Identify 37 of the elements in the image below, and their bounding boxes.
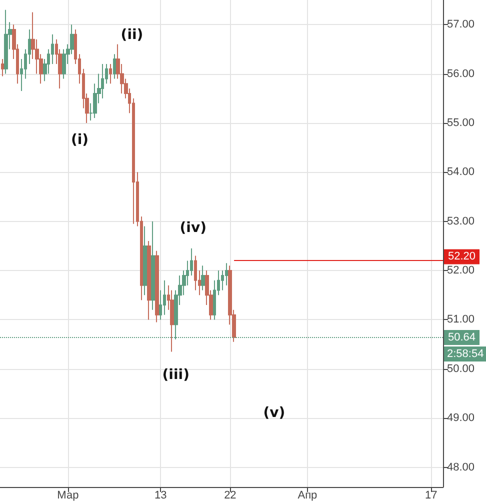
candlestick: [151, 220, 155, 310]
y-tick-label: 55.00: [447, 116, 475, 129]
ref-line-label: 50.64: [448, 331, 476, 344]
x-tick-label: 13: [154, 490, 167, 502]
candlestick: [170, 290, 174, 352]
annotation: (iii): [162, 366, 190, 383]
x-tick-label: Мар: [57, 490, 79, 502]
y-tick-label: 56.00: [447, 68, 475, 80]
annotation: (iv): [180, 220, 207, 236]
y-tick-label: 49.00: [447, 412, 475, 424]
y-tick-label: 50.00: [447, 362, 475, 375]
candlestick: [1, 58, 4, 77]
y-tick-label: 53.00: [447, 215, 475, 228]
text: 2:58:54: [447, 348, 484, 360]
y-tick-label: 57.00: [447, 18, 475, 31]
candlestick: [143, 226, 147, 296]
candlestick: [194, 255, 197, 291]
candlestick: [147, 240, 151, 320]
x-tick-label: 22: [224, 490, 236, 502]
ref-line-label: 52.20: [448, 250, 476, 263]
x-tick-label: Апр: [298, 490, 318, 502]
annotation: (v): [263, 404, 286, 421]
x-tick-label: 17: [424, 490, 438, 502]
y-tick-label: 48.00: [447, 461, 475, 474]
candlestick: [201, 265, 205, 291]
y-tick-label: 54.00: [447, 166, 475, 178]
candlestick: [163, 280, 166, 316]
annotation: (i): [70, 132, 89, 148]
candlestick: [225, 262, 228, 286]
candlestick: [62, 48, 66, 80]
candlestick: [109, 63, 112, 84]
annotation: (ii): [120, 27, 144, 44]
candlestick: [113, 54, 116, 80]
y-tick-label: 51.00: [447, 314, 475, 326]
candlestick: [4, 9, 8, 74]
candlestick: [155, 250, 159, 323]
y-tick-label: 52.00: [447, 264, 475, 277]
